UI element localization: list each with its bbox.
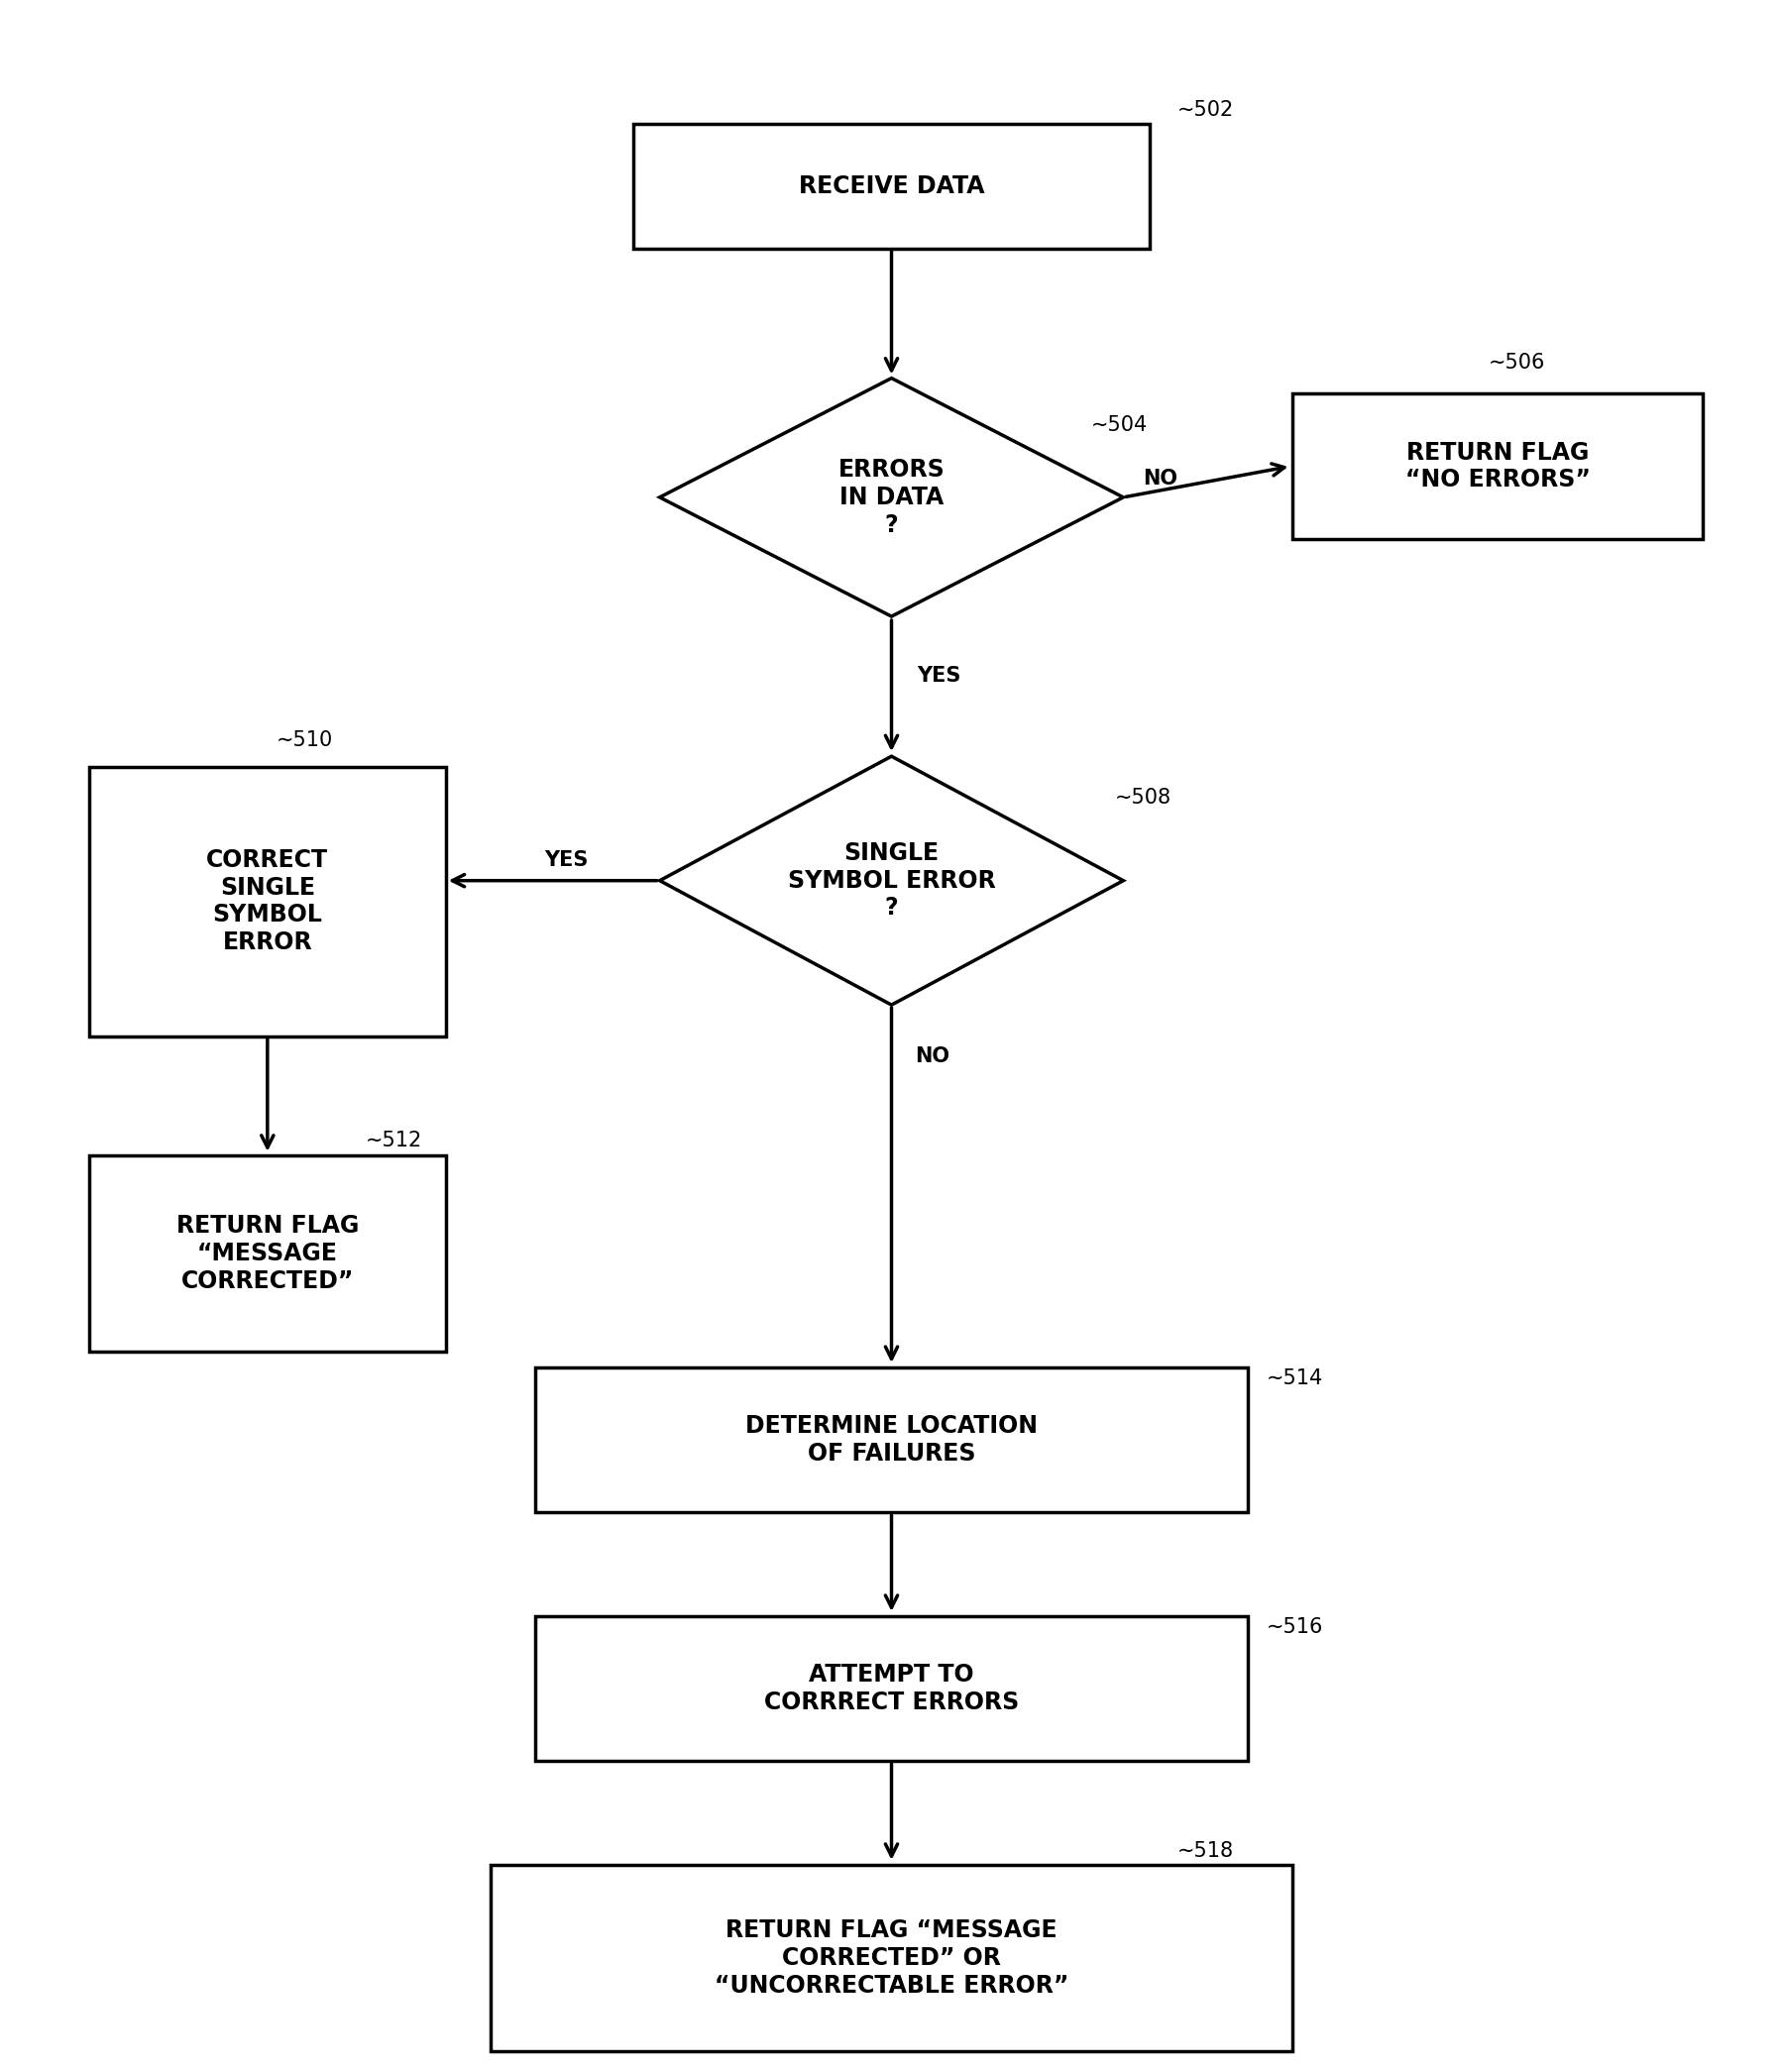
FancyBboxPatch shape	[633, 124, 1149, 249]
Text: ∼512: ∼512	[365, 1129, 422, 1150]
Text: RECEIVE DATA: RECEIVE DATA	[798, 174, 984, 199]
Polygon shape	[659, 377, 1123, 617]
Text: ATTEMPT TO
CORRRECT ERRORS: ATTEMPT TO CORRRECT ERRORS	[764, 1664, 1018, 1714]
Text: ∼516: ∼516	[1265, 1616, 1322, 1637]
Text: ∼514: ∼514	[1265, 1368, 1322, 1388]
Text: ∼506: ∼506	[1488, 352, 1545, 373]
Text: ∼508: ∼508	[1114, 787, 1171, 808]
Text: ∼510: ∼510	[276, 729, 333, 750]
Text: SINGLE
SYMBOL ERROR
?: SINGLE SYMBOL ERROR ?	[788, 841, 994, 920]
Text: ∼504: ∼504	[1091, 414, 1148, 435]
FancyBboxPatch shape	[89, 767, 446, 1036]
FancyBboxPatch shape	[535, 1368, 1247, 1513]
Text: RETURN FLAG
“NO ERRORS”: RETURN FLAG “NO ERRORS”	[1404, 441, 1590, 491]
Text: ∼502: ∼502	[1176, 99, 1233, 120]
Text: DETERMINE LOCATION
OF FAILURES: DETERMINE LOCATION OF FAILURES	[745, 1415, 1037, 1465]
Text: RETURN FLAG
“MESSAGE
CORRECTED”: RETURN FLAG “MESSAGE CORRECTED”	[176, 1214, 358, 1293]
Text: RETURN FLAG “MESSAGE
CORRECTED” OR
“UNCORRECTABLE ERROR”: RETURN FLAG “MESSAGE CORRECTED” OR “UNCO…	[715, 1919, 1067, 1997]
FancyBboxPatch shape	[535, 1616, 1247, 1761]
Text: CORRECT
SINGLE
SYMBOL
ERROR: CORRECT SINGLE SYMBOL ERROR	[207, 847, 328, 955]
FancyBboxPatch shape	[490, 1865, 1292, 2051]
Text: NO: NO	[914, 1046, 948, 1067]
Text: NO: NO	[1142, 468, 1176, 489]
Text: ∼518: ∼518	[1176, 1840, 1233, 1861]
Text: YES: YES	[544, 850, 588, 870]
Text: ERRORS
IN DATA
?: ERRORS IN DATA ?	[838, 458, 944, 537]
Text: YES: YES	[916, 665, 960, 686]
FancyBboxPatch shape	[1292, 394, 1702, 539]
Polygon shape	[659, 756, 1123, 1005]
FancyBboxPatch shape	[89, 1154, 446, 1351]
